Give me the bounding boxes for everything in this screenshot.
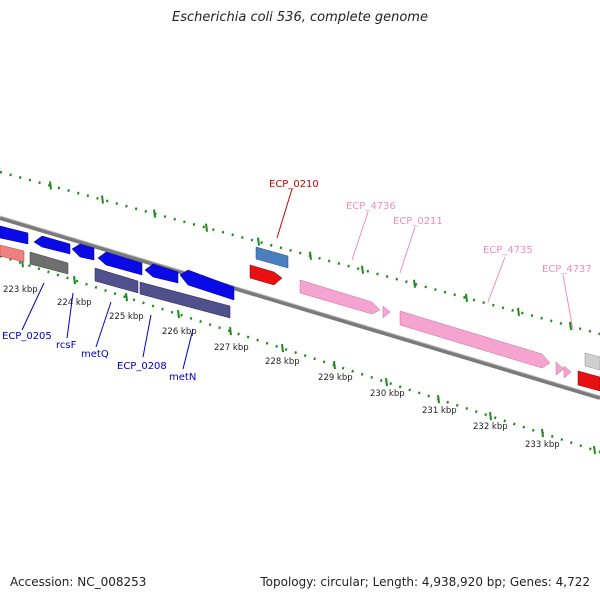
genome-backbone-highlight: [0, 215, 600, 397]
label-leader-lines: [21, 188, 574, 370]
track-tick: [437, 394, 440, 404]
track-tick: [309, 251, 312, 260]
gene-bar-slate[interactable]: [139, 281, 231, 319]
gene-bar-salmon[interactable]: [0, 244, 25, 263]
gene-arrow-red[interactable]: [577, 370, 600, 392]
track-tick: [361, 265, 364, 274]
gene-arrow-blue[interactable]: [97, 251, 143, 276]
gene-label[interactable]: ECP_4735: [483, 245, 533, 256]
leader-line: [351, 211, 369, 261]
track-tick: [205, 223, 208, 232]
scale-label: 225 kbp: [109, 312, 144, 322]
gene-arrow-pink[interactable]: [399, 310, 551, 369]
track-tick: [177, 310, 180, 319]
scale-label: 233 kbp: [525, 440, 560, 450]
track-tick: [593, 445, 596, 455]
track-tick: [333, 360, 336, 370]
map-title: Escherichia coli 536, complete genome: [172, 10, 428, 25]
track-tick: [49, 181, 52, 190]
gene-label[interactable]: metQ: [81, 349, 109, 360]
scale-label: 231 kbp: [422, 406, 457, 416]
gene-arrow-blue[interactable]: [71, 243, 95, 261]
scale-label: 229 kbp: [318, 373, 353, 383]
gene-label[interactable]: ECP_0208: [117, 361, 167, 372]
track-tick: [569, 321, 572, 331]
leader-line: [487, 256, 506, 303]
leader-line: [142, 314, 152, 358]
scale-label: 223 kbp: [3, 285, 38, 295]
scale-labels: 223 kbp 224 kbp 225 kbp 226 kbp 227 kbp …: [3, 285, 560, 450]
minus-strand-lane: [0, 225, 235, 319]
track-tick: [413, 279, 416, 288]
track-tick: [73, 276, 76, 285]
scale-label: 232 kbp: [473, 422, 508, 432]
gene-label[interactable]: ECP_4736: [346, 201, 396, 212]
gene-bar-lightgray[interactable]: [584, 352, 600, 371]
scale-label: 224 kbp: [57, 298, 92, 308]
track-tick: [101, 195, 104, 204]
gene-label[interactable]: ECP_0210: [269, 179, 319, 190]
gene-arrow-blue[interactable]: [33, 235, 71, 255]
gene-label[interactable]: ECP_4737: [542, 264, 592, 275]
inner-major-ticks: [21, 259, 596, 455]
outer-major-ticks: [49, 181, 572, 331]
gene-bar-steelblue[interactable]: [255, 246, 289, 269]
gene-arrow-pink[interactable]: [299, 279, 381, 315]
gene-arrow-pink-small[interactable]: [563, 365, 572, 379]
gene-arrow-blue[interactable]: [179, 269, 235, 301]
scale-label: 227 kbp: [214, 343, 249, 353]
track-tick: [153, 209, 156, 218]
leader-line: [66, 292, 74, 339]
accession-text: Accession: NC_008253: [10, 575, 147, 589]
gene-arrow-pink-small[interactable]: [555, 361, 565, 376]
leader-line: [182, 328, 194, 370]
track-tick: [541, 428, 544, 438]
gene-arrow-red[interactable]: [249, 264, 283, 286]
gene-label[interactable]: rcsF: [56, 340, 77, 351]
plus-strand-lane: [249, 246, 600, 392]
leader-line: [399, 226, 416, 274]
track-tick: [385, 377, 388, 387]
outer-dotted-track: [0, 170, 600, 336]
gene-label[interactable]: metN: [169, 372, 196, 383]
gene-label[interactable]: ECP_0211: [393, 216, 443, 227]
gene-label[interactable]: ECP_0205: [2, 331, 52, 342]
gene-arrow-blue[interactable]: [144, 263, 179, 284]
track-tick: [229, 327, 232, 336]
gene-labels: ECP_0205 rcsF metQ ECP_0208 metN ECP_021…: [2, 179, 592, 383]
leader-line: [276, 188, 293, 239]
genome-backbone: [0, 216, 600, 400]
gene-bar-slate[interactable]: [94, 267, 139, 294]
track-tick: [125, 293, 128, 302]
track-tick: [517, 307, 520, 316]
track-tick: [281, 343, 284, 353]
track-tick: [465, 293, 468, 302]
gene-bar-gray[interactable]: [29, 251, 69, 275]
scale-label: 228 kbp: [265, 357, 300, 367]
genome-stats-text: Topology: circular; Length: 4,938,920 bp…: [260, 575, 590, 589]
gene-arrow-blue[interactable]: [0, 225, 29, 245]
gene-arrow-pink-small[interactable]: [382, 305, 391, 319]
scale-label: 230 kbp: [370, 389, 405, 399]
leader-line: [562, 274, 574, 331]
scale-label: 226 kbp: [162, 327, 197, 337]
leader-line: [21, 282, 45, 331]
track-tick: [489, 411, 492, 421]
track-tick: [257, 237, 260, 246]
leader-line: [95, 301, 112, 348]
